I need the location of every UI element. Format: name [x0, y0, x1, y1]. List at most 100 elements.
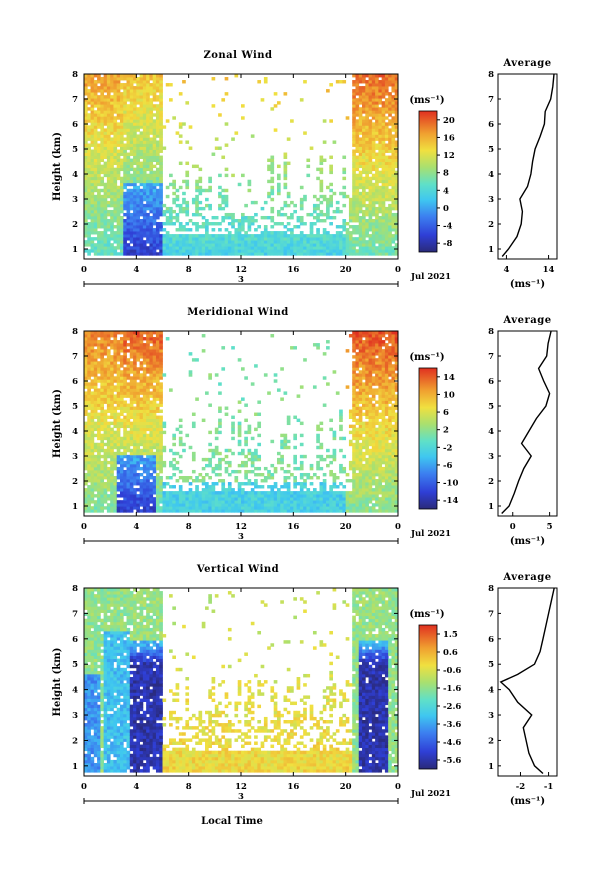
- heatmap-cell: [106, 497, 111, 501]
- heatmap-cell: [133, 185, 137, 190]
- heatmap-cell: [329, 215, 333, 220]
- heatmap-cell: [381, 231, 386, 235]
- heatmap-cell: [106, 140, 111, 144]
- heatmap-cell: [87, 119, 91, 123]
- heatmap-cell: [119, 95, 124, 99]
- heatmap-cell: [110, 463, 114, 468]
- heatmap-cell: [129, 364, 134, 368]
- heatmap-cell: [384, 228, 389, 232]
- heatmap-cell: [126, 222, 131, 226]
- heatmap-cell: [93, 200, 98, 205]
- heatmap-cell: [182, 503, 186, 507]
- heatmap-cell: [384, 194, 389, 199]
- heatmap-cell: [205, 391, 209, 395]
- heatmap-cell: [155, 376, 160, 380]
- heatmap-cell: [368, 206, 373, 211]
- heatmap-cell: [155, 191, 160, 196]
- heatmap-cell: [182, 491, 186, 495]
- heatmap-cell: [123, 391, 127, 395]
- heatmap-cell: [87, 89, 91, 93]
- heatmap-cell: [100, 249, 105, 253]
- heatmap-cell: [218, 246, 222, 250]
- heatmap-cell: [227, 252, 232, 256]
- heatmap-cell: [375, 182, 379, 187]
- heatmap-cell: [116, 185, 121, 190]
- heatmap-cell: [175, 237, 180, 241]
- heatmap-cell: [254, 479, 258, 483]
- heatmap-cell: [139, 252, 144, 256]
- heatmap-cell: [116, 107, 121, 111]
- heatmap-cell: [332, 215, 337, 220]
- heatmap-cell: [100, 152, 105, 156]
- heatmap-cell: [123, 373, 127, 377]
- heatmap-cell: [87, 497, 91, 501]
- heatmap-cell: [149, 83, 154, 87]
- heatmap-cell: [113, 89, 118, 93]
- heatmap-cell: [133, 391, 137, 395]
- heatmap-cell: [276, 506, 281, 510]
- heatmap-cell: [123, 503, 127, 507]
- heatmap-cell: [90, 391, 95, 395]
- heatmap-cell: [352, 89, 356, 93]
- heatmap-cell: [119, 349, 124, 353]
- heatmap-cell: [368, 170, 373, 175]
- heatmap-cell: [136, 388, 140, 392]
- heatmap-cell: [113, 509, 118, 513]
- heatmap-cell: [146, 110, 150, 114]
- heatmap-cell: [119, 412, 124, 416]
- heatmap-cell: [384, 240, 389, 244]
- heatmap-cell: [100, 252, 105, 256]
- heatmap-cell: [103, 424, 108, 429]
- heatmap-cell: [133, 80, 137, 84]
- heatmap-cell: [371, 89, 376, 93]
- heatmap-cell: [381, 122, 386, 126]
- heatmap-cell: [208, 509, 212, 513]
- heatmap-cell: [332, 140, 337, 144]
- heatmap-cell: [129, 488, 134, 492]
- heatmap-cell: [306, 249, 311, 253]
- heatmap-cell: [178, 252, 183, 256]
- heatmap-cell: [110, 234, 114, 238]
- heatmap-cell: [208, 249, 212, 253]
- heatmap-cell: [139, 92, 144, 96]
- heatmap-cell: [208, 463, 212, 468]
- heatmap-cell: [126, 349, 131, 353]
- heatmap-cell: [342, 252, 347, 256]
- heatmap-cell: [394, 219, 399, 223]
- heatmap-cell: [113, 182, 118, 187]
- heatmap-cell: [221, 367, 226, 371]
- heatmap-cell: [178, 225, 183, 229]
- colorbar-tick-label: 8: [443, 169, 449, 179]
- heatmap-cell: [106, 370, 111, 374]
- heatmap-cell: [152, 206, 157, 211]
- heatmap-cell: [155, 167, 160, 172]
- heatmap-cell: [90, 74, 95, 78]
- heatmap-cell: [129, 388, 134, 392]
- heatmap-cell: [123, 469, 127, 474]
- heatmap-cell: [139, 439, 144, 444]
- heatmap-cell: [136, 170, 140, 175]
- heatmap-cell: [365, 206, 369, 211]
- heatmap-cell: [172, 252, 176, 256]
- heatmap-cell: [394, 74, 399, 78]
- heatmap-cell: [126, 215, 131, 220]
- heatmap-cell: [362, 77, 366, 81]
- heatmap-cell: [172, 509, 176, 513]
- profile-y-tick-label: 7: [488, 95, 494, 105]
- heatmap-cell: [119, 391, 124, 395]
- heatmap-cell: [136, 179, 140, 184]
- heatmap-cell: [93, 134, 98, 138]
- heatmap-cell: [136, 400, 140, 404]
- heatmap-cell: [142, 421, 147, 426]
- heatmap-cell: [84, 80, 88, 84]
- heatmap-cell: [224, 506, 229, 510]
- heatmap-cell: [355, 197, 360, 202]
- heatmap-cell: [201, 479, 206, 483]
- heatmap-cell: [172, 436, 176, 441]
- heatmap-cell: [254, 427, 258, 432]
- heatmap-cell: [136, 234, 140, 238]
- heatmap-cell: [93, 476, 98, 480]
- heatmap-cell: [93, 409, 98, 413]
- heatmap-cell: [365, 252, 369, 256]
- heatmap-cell: [286, 228, 291, 232]
